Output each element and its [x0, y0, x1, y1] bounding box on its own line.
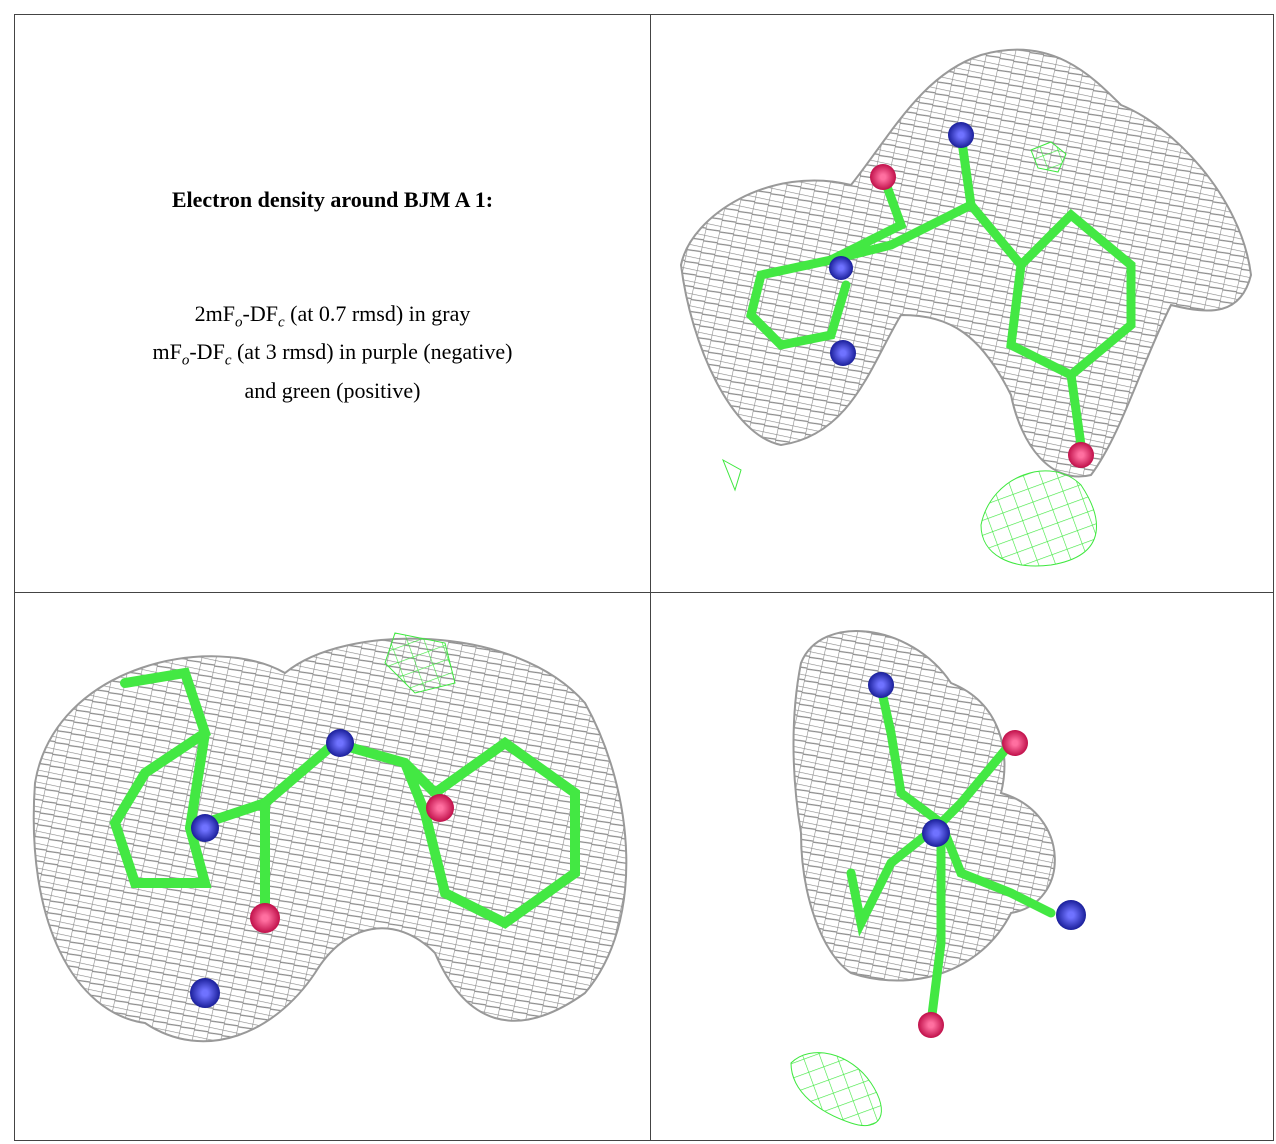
- atom: [1002, 730, 1028, 756]
- atom: [190, 978, 220, 1008]
- caption-text: (at 3 rmsd) in purple (negative): [231, 339, 512, 364]
- atom: [191, 814, 219, 842]
- atom: [326, 729, 354, 757]
- text-cell: Electron density around BJM A 1: 2mFo-DF…: [15, 15, 650, 592]
- atom: [830, 340, 856, 366]
- atom: [870, 164, 896, 190]
- caption-line: and green (positive): [15, 376, 650, 406]
- atom: [250, 903, 280, 933]
- caption-text: -DF: [243, 301, 278, 326]
- atom: [918, 1012, 944, 1038]
- green-mesh: [981, 471, 1096, 566]
- atom: [868, 672, 894, 698]
- caption-text: 2mF: [195, 301, 235, 326]
- density-view: [651, 15, 1273, 591]
- atom: [1056, 900, 1086, 930]
- density-view: [651, 593, 1273, 1140]
- caption-text: o: [235, 314, 243, 330]
- atom: [922, 819, 950, 847]
- density-view: [15, 593, 650, 1140]
- atom: [948, 122, 974, 148]
- caption-line: 2mFo-DFc (at 0.7 rmsd) in gray: [15, 299, 650, 337]
- caption-text: c: [278, 314, 285, 330]
- atom: [829, 256, 853, 280]
- green-mesh: [791, 1053, 881, 1126]
- caption-text: and green (positive): [245, 378, 421, 403]
- atom: [1068, 442, 1094, 468]
- atom: [426, 794, 454, 822]
- caption-text: mF: [153, 339, 182, 364]
- caption-text: -DF: [189, 339, 224, 364]
- panel-title: Electron density around BJM A 1:: [15, 187, 650, 213]
- green-mesh: [723, 460, 741, 490]
- caption-line: mFo-DFc (at 3 rmsd) in purple (negative): [15, 337, 650, 375]
- mesh-blob: [681, 50, 1251, 477]
- caption-text: (at 0.7 rmsd) in gray: [285, 301, 471, 326]
- page: Electron density around BJM A 1: 2mFo-DF…: [0, 0, 1276, 1144]
